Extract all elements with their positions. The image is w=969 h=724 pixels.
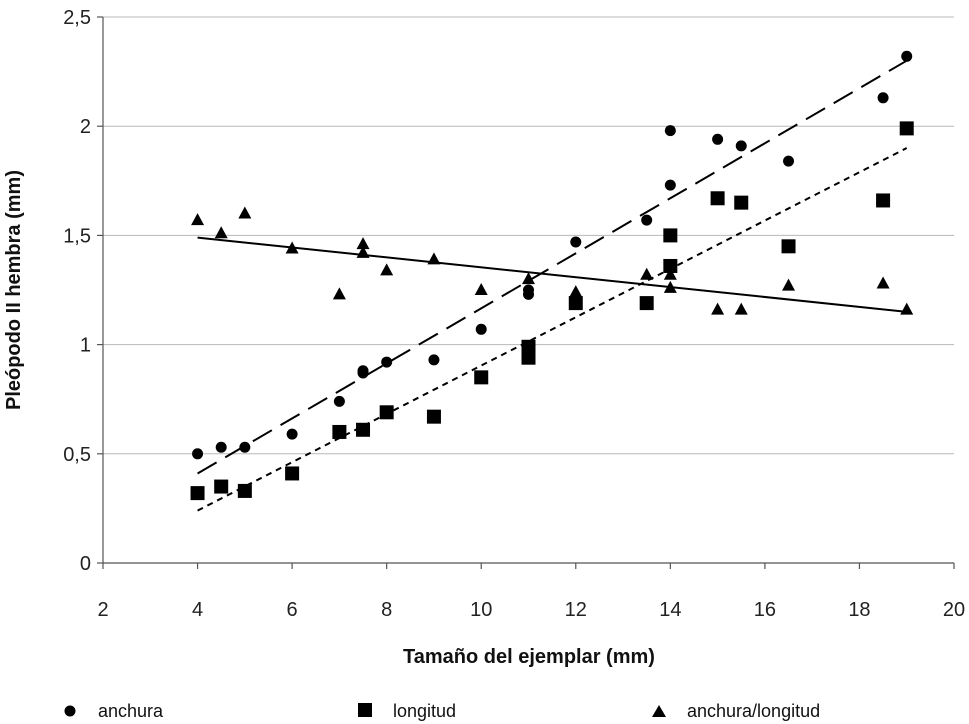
point-longitud (214, 479, 229, 494)
point-anchura (381, 356, 393, 368)
point-longitud (285, 466, 300, 481)
point-anchura-longitud (782, 278, 796, 291)
point-longitud (663, 258, 678, 273)
y-tick-label: 2 (80, 116, 91, 138)
trendline-anchura-longitud (197, 236, 907, 313)
point-anchura (192, 448, 204, 460)
point-anchura-longitud (569, 285, 583, 298)
point-anchura (641, 214, 653, 226)
point-anchura-longitud (474, 283, 488, 295)
point-anchura (357, 367, 369, 379)
point-anchura (523, 284, 534, 296)
point-anchura (475, 323, 487, 335)
point-longitud (663, 228, 678, 243)
point-longitud (876, 193, 891, 208)
point-anchura-longitud (332, 287, 346, 300)
x-tick-labels: 2 4 6 8 10 12 14 16 18 20 (97, 563, 965, 621)
trendlines (197, 59, 908, 512)
point-anchura (333, 395, 345, 407)
point-anchura-longitud (522, 272, 535, 285)
point-anchura-longitud (427, 252, 441, 265)
point-anchura (783, 155, 795, 167)
point-anchura-longitud (356, 237, 370, 250)
point-anchura-longitud (356, 245, 370, 258)
point-longitud (710, 191, 725, 206)
point-anchura-longitud (285, 241, 299, 254)
x-tick-label: 20 (943, 599, 965, 621)
point-anchura (428, 354, 440, 366)
point-anchura-longitud (876, 276, 890, 289)
point-longitud (568, 296, 583, 311)
point-anchura (286, 428, 298, 440)
point-anchura (664, 179, 676, 191)
point-longitud (332, 424, 347, 439)
point-longitud (379, 405, 394, 420)
y-tick-label: 0 (80, 553, 91, 575)
x-tick-label: 12 (565, 599, 587, 621)
point-anchura-longitud (238, 206, 252, 219)
gridlines (103, 16, 954, 455)
legend-item-longitud: longitud (358, 701, 456, 721)
point-longitud (521, 339, 536, 354)
point-anchura-longitud (663, 280, 677, 293)
legend-square-marker (358, 703, 372, 717)
legend-triangle-marker (652, 705, 666, 717)
x-tick-label: 6 (287, 599, 298, 621)
x-tick-label: 18 (848, 599, 870, 621)
legend: anchura longitud anchura/longitud (64, 701, 820, 721)
x-tick-label: 8 (381, 599, 392, 621)
point-anchura (664, 125, 676, 137)
legend-item-anchura-longitud: anchura/longitud (652, 701, 820, 721)
point-anchura-longitud (900, 302, 914, 315)
legend-label-anchura: anchura (98, 701, 164, 721)
trendline-longitud (197, 147, 908, 512)
point-anchura (215, 441, 227, 453)
point-anchura (570, 236, 582, 248)
y-axis-title: Pleópodo II hembra (mm) (3, 170, 25, 410)
legend-label-anchura-longitud: anchura/longitud (687, 701, 820, 721)
point-longitud (899, 121, 914, 136)
point-longitud (639, 296, 654, 311)
point-longitud (190, 486, 205, 501)
point-anchura-longitud (734, 302, 748, 315)
x-tick-label: 4 (192, 599, 203, 621)
data-points (190, 50, 914, 501)
y-tick-label: 1,5 (63, 225, 91, 247)
point-longitud (474, 370, 489, 385)
point-anchura (901, 50, 913, 62)
point-anchura-longitud (640, 267, 654, 280)
point-longitud (356, 422, 371, 437)
y-tick-label: 0,5 (63, 444, 91, 466)
point-longitud (521, 350, 536, 365)
y-tick-label: 1 (80, 335, 91, 357)
point-anchura (712, 133, 724, 145)
point-longitud (237, 483, 252, 498)
x-tick-label: 14 (659, 599, 681, 621)
point-longitud (781, 239, 796, 254)
point-anchura-longitud (214, 226, 228, 239)
legend-item-anchura: anchura (64, 701, 164, 721)
point-anchura (877, 92, 889, 104)
y-tick-label: 2,5 (63, 7, 91, 29)
y-tick-labels: 0 0,5 1 1,5 2 2,5 (63, 7, 103, 575)
x-axis-title: Tamaño del ejemplar (mm) (403, 646, 655, 668)
axes (102, 17, 954, 564)
x-tick-label: 16 (754, 599, 776, 621)
trendline-anchura (197, 59, 908, 475)
point-anchura-longitud (191, 213, 205, 226)
point-anchura-longitud (711, 302, 725, 315)
legend-label-longitud: longitud (393, 701, 456, 721)
point-longitud (734, 195, 749, 210)
point-anchura-longitud (663, 267, 677, 280)
point-anchura-longitud (380, 263, 394, 276)
point-anchura (735, 140, 747, 152)
x-tick-label: 2 (97, 599, 108, 621)
legend-circle-marker (64, 705, 76, 717)
point-anchura (239, 441, 251, 453)
x-tick-label: 10 (470, 599, 492, 621)
point-longitud (426, 409, 441, 424)
